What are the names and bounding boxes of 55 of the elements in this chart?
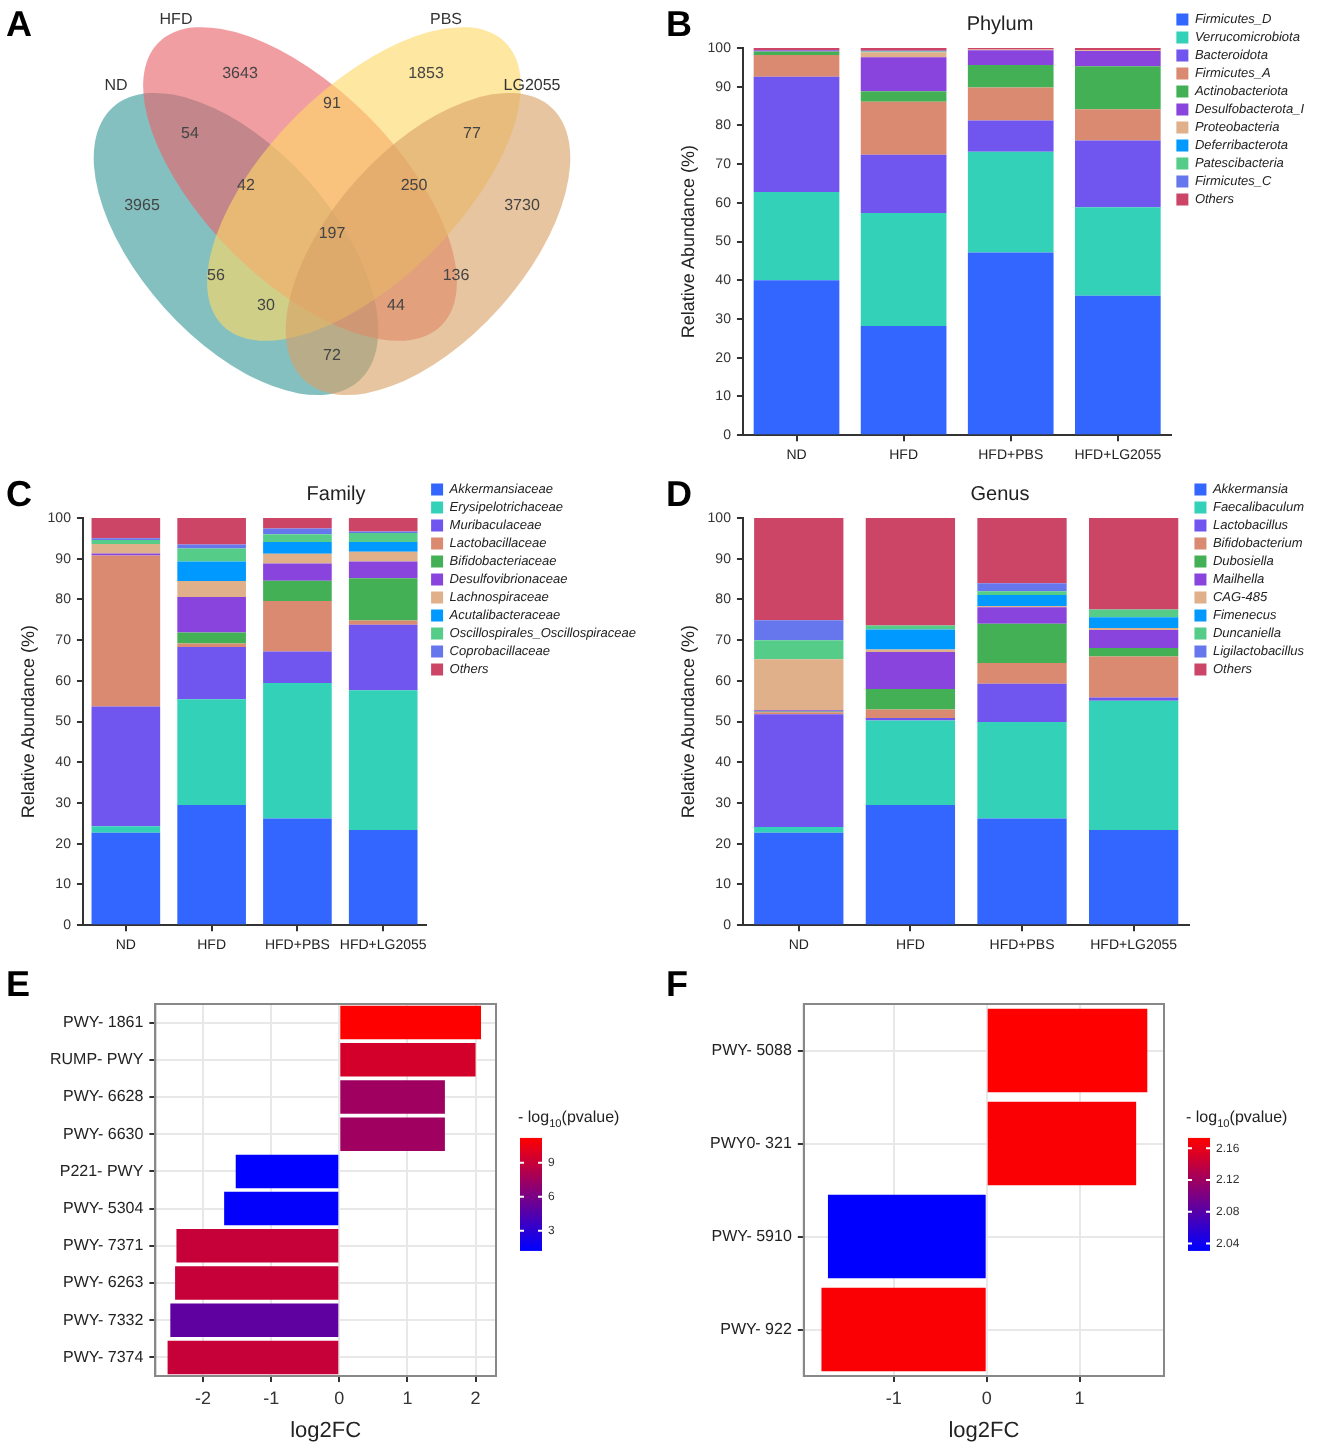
text: 91 [323, 94, 342, 113]
y-tick-label: PWY- 6630 [62, 1124, 145, 1143]
text: 42 [237, 176, 256, 195]
text: 1853 [408, 64, 445, 83]
text: B [666, 4, 692, 46]
text: A [6, 4, 32, 46]
y-tick-label: PWY- 1861 [62, 1013, 145, 1032]
y-tick-label: PWY- 5910 [711, 1226, 793, 1245]
category-label: ND [104, 76, 128, 95]
text: F [666, 964, 688, 1006]
y-tick-label: PWY0- 321 [710, 1133, 793, 1152]
x-tick-label: 2 [470, 1387, 481, 1408]
text: D [666, 474, 692, 516]
text: 54 [181, 124, 200, 143]
x-axis-title: log2FC [290, 1418, 362, 1443]
text: 136 [442, 266, 471, 285]
y-tick-label: PWY- 5088 [711, 1040, 793, 1059]
text: 77 [463, 124, 482, 143]
text: 44 [387, 296, 406, 315]
y-tick-label: PWY- 6628 [62, 1087, 145, 1106]
chart-title: Genus [970, 483, 1030, 506]
text: 30 [257, 296, 276, 315]
x-tick-label: 1 [402, 1387, 413, 1408]
category-label: PBS [429, 10, 463, 29]
text: 3643 [222, 64, 259, 83]
x-axis-title: log2FC [948, 1418, 1020, 1443]
y-tick-label: PWY- 7374 [62, 1347, 145, 1366]
y-tick-label: PWY- 6263 [62, 1273, 145, 1292]
category-label: LG2055 [503, 76, 562, 95]
x-tick-label: 0 [334, 1387, 345, 1408]
chart-title: Family [306, 483, 366, 506]
text: 197 [318, 224, 347, 243]
text: 72 [323, 346, 342, 365]
x-tick-label: -1 [263, 1387, 280, 1408]
y-tick-label: PWY- 5304 [62, 1199, 145, 1218]
x-tick-label: 1 [1074, 1387, 1085, 1408]
text: C [6, 474, 32, 516]
text: 250 [400, 176, 429, 195]
x-tick-label: -1 [885, 1387, 902, 1408]
chart-title: Phylum [966, 13, 1034, 36]
y-tick-label: RUMP- PWY [49, 1050, 145, 1069]
x-tick-label: -2 [195, 1387, 212, 1408]
y-tick-label: P221- PWY [59, 1161, 145, 1180]
text: 3965 [124, 196, 161, 215]
category-label: HFD [159, 10, 193, 29]
y-tick-label: PWY- 7332 [62, 1310, 145, 1329]
text: 56 [207, 266, 226, 285]
y-tick-label: PWY- 922 [720, 1319, 793, 1338]
y-axis-title: Relative Abundance (%) [677, 145, 698, 339]
text: 3730 [504, 196, 541, 215]
y-axis-title: Relative Abundance (%) [17, 625, 38, 819]
x-tick-label: 0 [981, 1387, 992, 1408]
y-axis-title: Relative Abundance (%) [677, 625, 698, 819]
y-tick-label: PWY- 7371 [62, 1236, 145, 1255]
text: E [6, 964, 31, 1006]
